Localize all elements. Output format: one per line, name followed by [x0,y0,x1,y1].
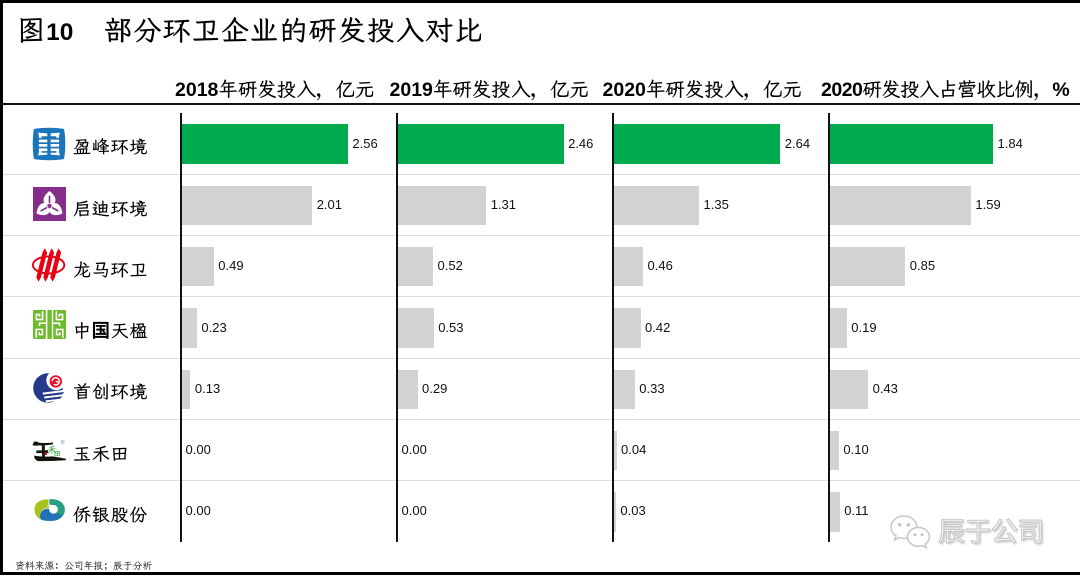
svg-text:田: 田 [54,449,62,459]
svg-text:R: R [62,440,65,444]
svg-text:禾: 禾 [47,444,56,456]
